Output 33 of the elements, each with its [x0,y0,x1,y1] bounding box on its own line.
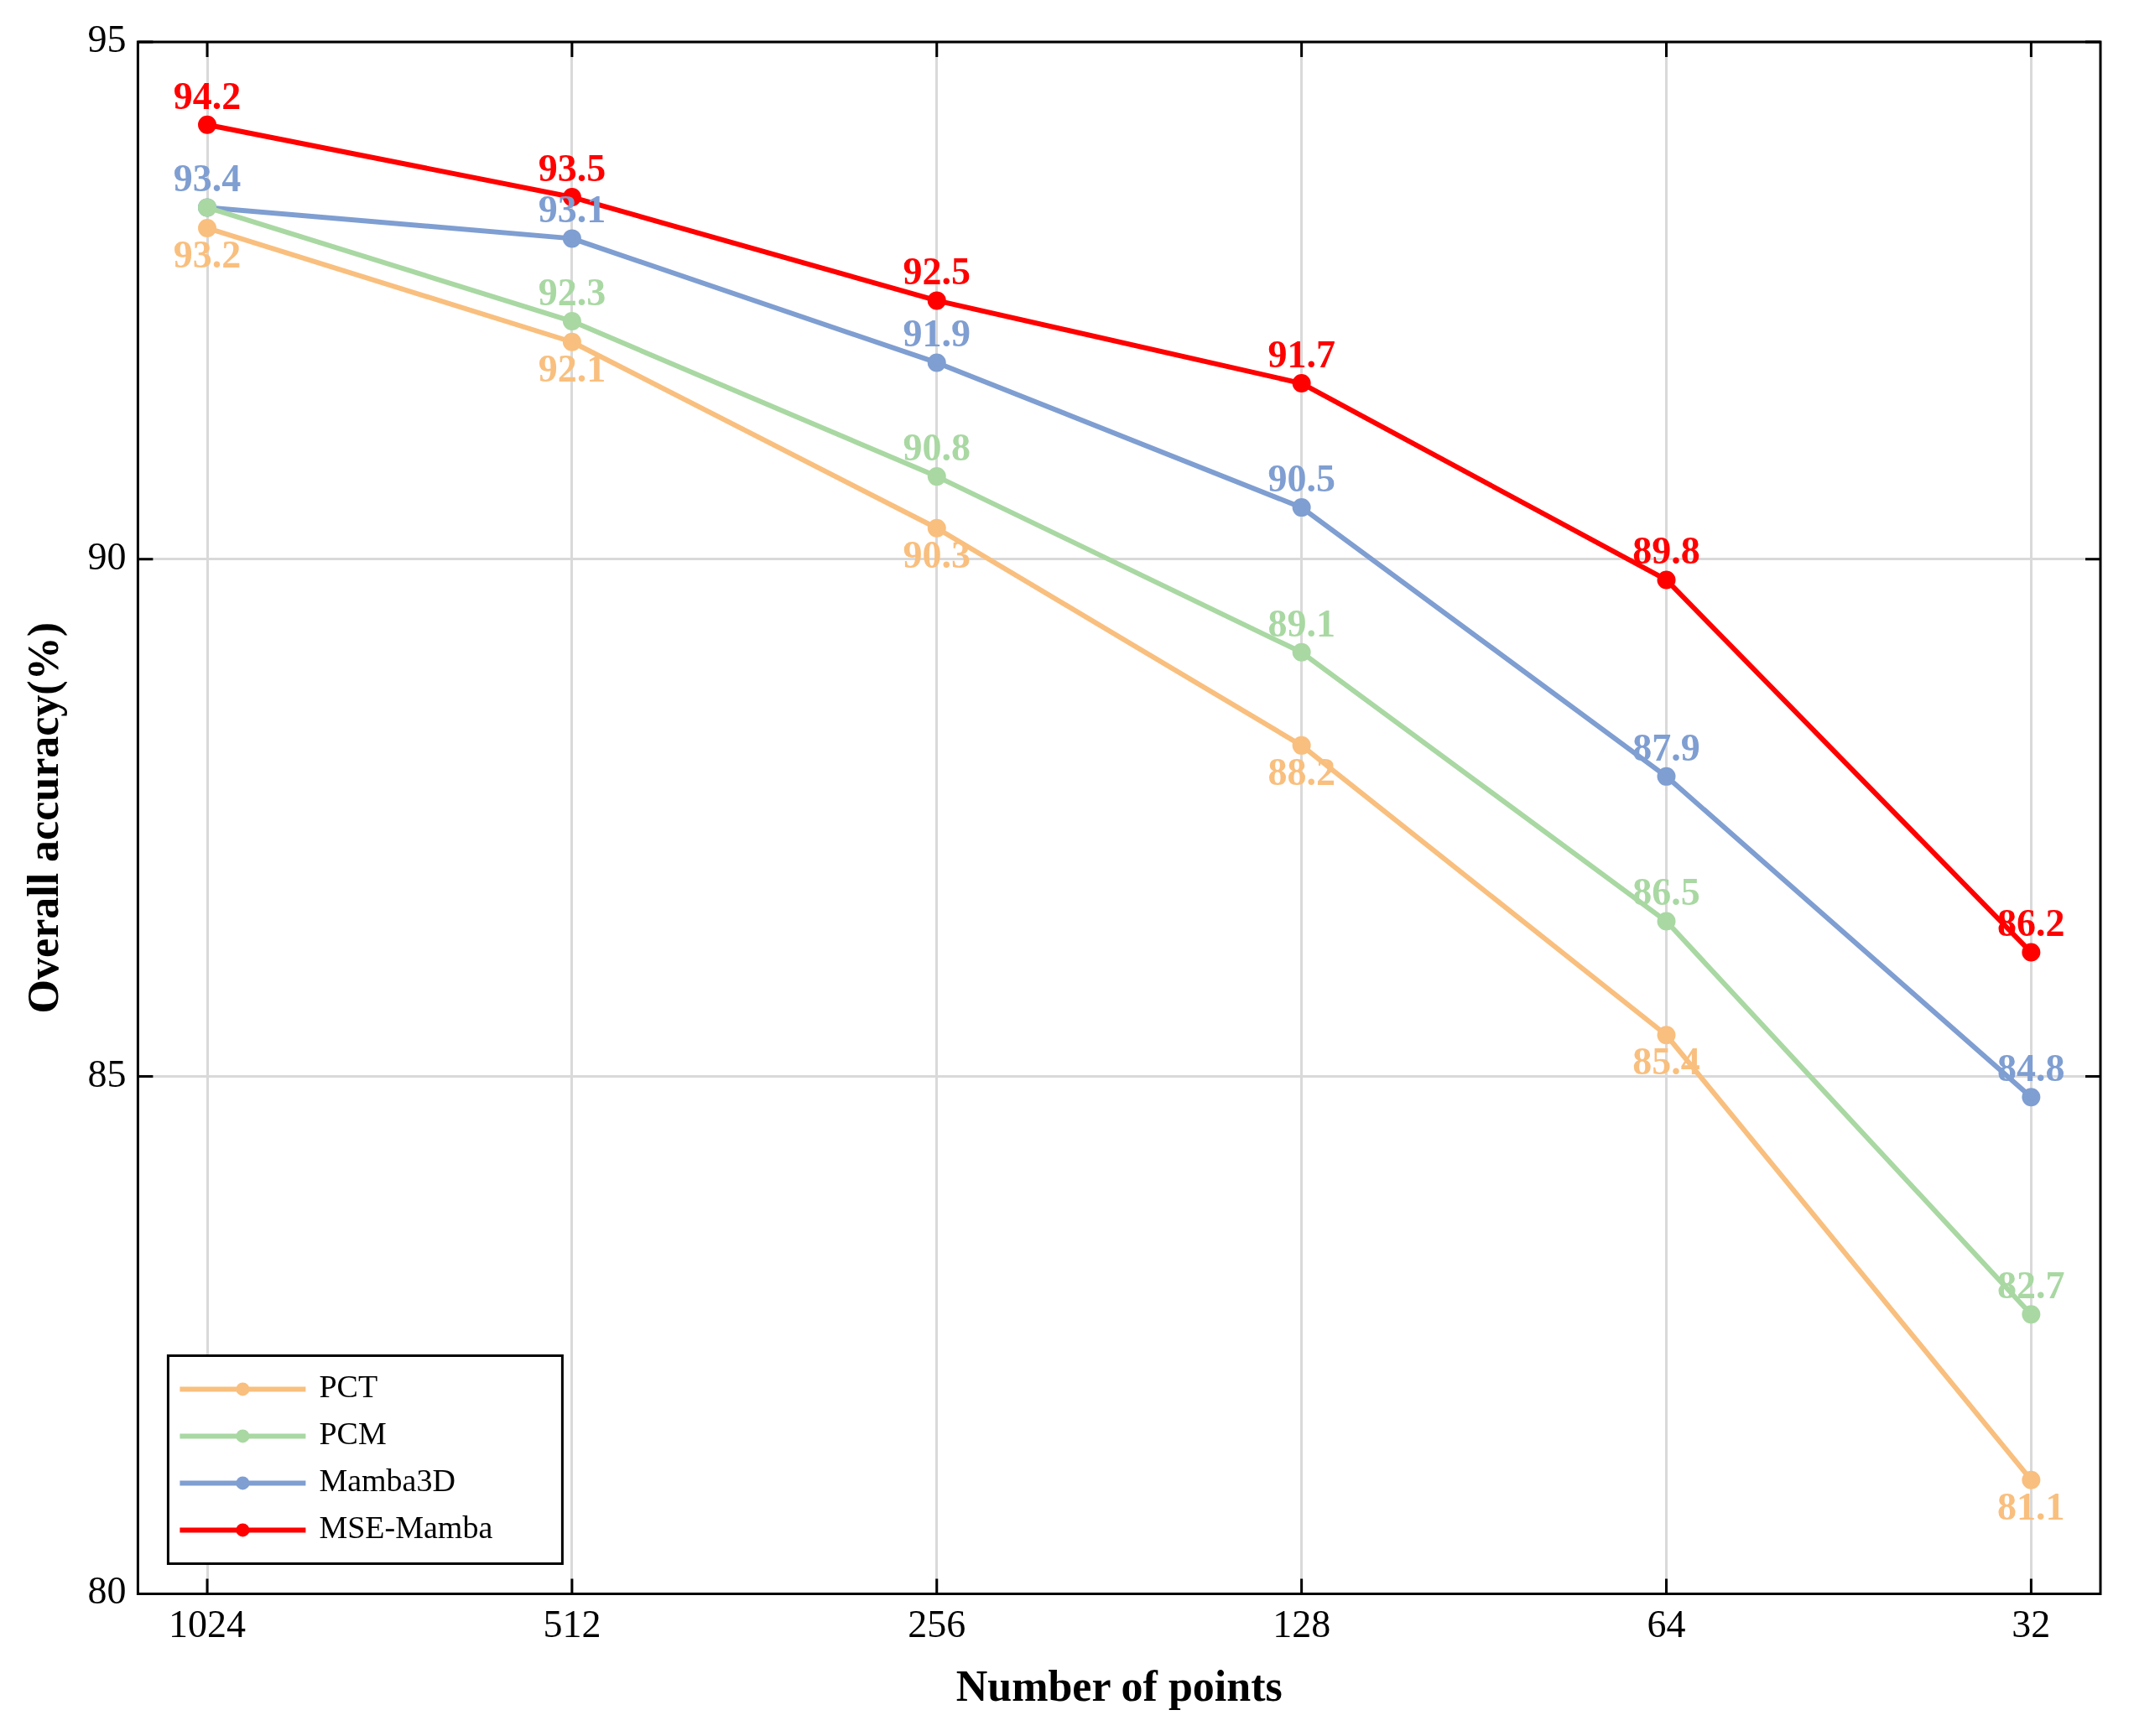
y-axis-title: Overall accuracy(%) [18,622,68,1014]
data-label: 90.3 [903,533,971,576]
data-label: 92.3 [538,270,606,314]
x-tick-label: 1024 [169,1603,247,1646]
y-tick-label: 80 [87,1569,127,1613]
data-label: 90.5 [1267,457,1335,501]
x-tick-label: 512 [543,1603,601,1646]
x-axis-title: Number of points [955,1662,1283,1711]
x-tick-label: 32 [2012,1603,2051,1646]
data-label: 94.2 [173,74,242,117]
data-label: 92.5 [903,250,971,294]
data-label: 90.8 [903,426,971,469]
data-label: 81.1 [1997,1484,2065,1528]
data-label: 93.4 [173,157,242,200]
y-tick-label: 95 [87,18,127,61]
data-label: 89.8 [1632,529,1700,573]
legend-label: PCT [319,1369,378,1405]
data-label: 93.5 [538,146,606,190]
legend-label: PCM [319,1416,387,1452]
data-label: 88.2 [1267,750,1335,793]
data-label: 91.9 [903,312,971,356]
data-label: 89.1 [1267,601,1335,645]
data-label: 91.7 [1267,332,1335,376]
legend-label: MSE-Mamba [319,1510,493,1546]
legend-label: Mamba3D [319,1463,455,1499]
x-tick-label: 256 [908,1603,966,1646]
y-tick-label: 90 [87,534,127,578]
data-label: 92.1 [538,346,606,390]
x-tick-label: 64 [1647,1603,1686,1646]
x-tick-label: 128 [1273,1603,1331,1646]
data-label: 93.2 [173,232,242,276]
y-tick-label: 85 [87,1052,127,1095]
data-label: 84.8 [1997,1047,2065,1090]
